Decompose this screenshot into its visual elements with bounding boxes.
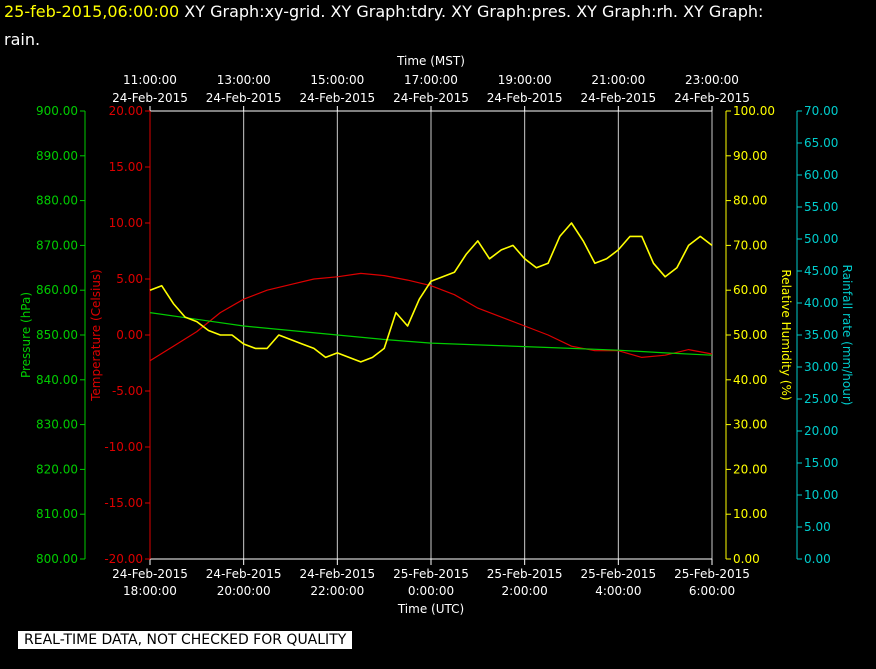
plot-series xyxy=(149,222,713,363)
mst-axis-label: Time (MST) xyxy=(396,54,465,68)
temperature-axis-tick-label: 15.00 xyxy=(109,160,143,174)
temperature-axis-tick-label: -5.00 xyxy=(112,384,143,398)
pressure-axis-tick-label: 840.00 xyxy=(36,373,78,387)
axis-labels: 24-Feb-2015 18:00:00 24-Feb-2015 20:00:00 24… xyxy=(19,54,854,616)
quality-disclaimer: REAL-TIME DATA, NOT CHECKED FOR QUALITY xyxy=(18,631,353,649)
chart-title-line2: rain. xyxy=(4,30,41,49)
pressure-axis-tick-label: 900.00 xyxy=(36,104,78,118)
humidity-axis-tick-label: 80.00 xyxy=(733,194,767,208)
temperature-axis-tick-label: -15.00 xyxy=(104,496,143,510)
utc-tick-date: 24-Feb-2015 xyxy=(299,567,375,581)
utc-tick-time: 20:00:00 xyxy=(217,584,271,598)
title-timestamp: 25-feb-2015,06:00:00 xyxy=(4,2,180,21)
mst-tick-date: 24-Feb-2015 xyxy=(580,91,656,105)
utc-tick-date: 25-Feb-2015 xyxy=(487,567,563,581)
mst-tick-time: 17:00:00 xyxy=(404,73,458,87)
humidity-axis-tick-label: 90.00 xyxy=(733,149,767,163)
rain-axis-tick-label: 5.00 xyxy=(804,520,831,534)
temperature-axis-tick-label: 10.00 xyxy=(109,216,143,230)
humidity-axis-tick-label: 0.00 xyxy=(733,552,760,566)
humidity-axis-tick-label: 70.00 xyxy=(733,238,767,252)
pressure-axis-tick-label: 860.00 xyxy=(36,283,78,297)
rain-axis-tick-label: 50.00 xyxy=(804,232,838,246)
mst-tick-time: 15:00:00 xyxy=(310,73,364,87)
humidity-axis-tick-label: 60.00 xyxy=(733,283,767,297)
mst-tick-time: 19:00:00 xyxy=(498,73,552,87)
rain-axis-tick-label: 35.00 xyxy=(804,328,838,342)
humidity-line xyxy=(149,222,713,363)
vertical-grid xyxy=(149,111,713,559)
rain-axis-tick-label: 40.00 xyxy=(804,296,838,310)
rain-axis-tick-label: 0.00 xyxy=(804,552,831,566)
pressure-axis-title: Pressure (hPa) xyxy=(19,292,33,378)
temperature-axis-tick-label: 0.00 xyxy=(116,328,143,342)
rain-axis-tick-label: 10.00 xyxy=(804,488,838,502)
rain-axis-tick-label: 60.00 xyxy=(804,168,838,182)
mst-tick-date: 24-Feb-2015 xyxy=(299,91,375,105)
mst-tick-date: 24-Feb-2015 xyxy=(393,91,469,105)
rain-axis-tick-label: 70.00 xyxy=(804,104,838,118)
axes xyxy=(80,106,802,565)
chart-title-line1: 25-feb-2015,06:00:00 XY Graph:xy-grid. X… xyxy=(4,2,763,21)
rain-axis-tick-label: 20.00 xyxy=(804,424,838,438)
temperature-axis-tick-label: 20.00 xyxy=(109,104,143,118)
utc-tick-time: 6:00:00 xyxy=(689,584,735,598)
mst-tick-time: 11:00:00 xyxy=(123,73,177,87)
mst-tick-time: 13:00:00 xyxy=(217,73,271,87)
pressure-axis-tick-label: 880.00 xyxy=(36,194,78,208)
pressure-axis-tick-label: 890.00 xyxy=(36,149,78,163)
rain-axis-tick-label: 15.00 xyxy=(804,456,838,470)
rain-axis-tick-label: 30.00 xyxy=(804,360,838,374)
utc-tick-time: 0:00:00 xyxy=(408,584,454,598)
rain-axis-title: Rainfall rate (mm/hour) xyxy=(840,265,854,406)
rain-axis-tick-label: 65.00 xyxy=(804,136,838,150)
utc-tick-time: 18:00:00 xyxy=(123,584,177,598)
temperature-axis-tick-label: 5.00 xyxy=(116,272,143,286)
utc-tick-time: 22:00:00 xyxy=(310,584,364,598)
pressure-axis-tick-label: 870.00 xyxy=(36,238,78,252)
title-graph-list: XY Graph:xy-grid. XY Graph:tdry. XY Grap… xyxy=(179,2,764,21)
utc-tick-date: 24-Feb-2015 xyxy=(206,567,282,581)
humidity-axis-tick-label: 10.00 xyxy=(733,507,767,521)
mst-tick-date: 24-Feb-2015 xyxy=(487,91,563,105)
rain-axis-tick-label: 55.00 xyxy=(804,200,838,214)
rain-axis-tick-label: 45.00 xyxy=(804,264,838,278)
temperature-axis-title: Temperature (Celsius) xyxy=(89,269,103,402)
utc-tick-time: 2:00:00 xyxy=(502,584,548,598)
pressure-line xyxy=(149,312,713,356)
mst-tick-date: 24-Feb-2015 xyxy=(674,91,750,105)
temperature-axis-tick-label: -10.00 xyxy=(104,440,143,454)
humidity-axis-tick-label: 100.00 xyxy=(733,104,775,118)
mst-tick-time: 23:00:00 xyxy=(685,73,739,87)
humidity-axis-tick-label: 20.00 xyxy=(733,462,767,476)
utc-axis-label: Time (UTC) xyxy=(397,602,464,616)
pressure-axis-tick-label: 820.00 xyxy=(36,462,78,476)
temperature-axis-tick-label: -20.00 xyxy=(104,552,143,566)
pressure-axis-tick-label: 850.00 xyxy=(36,328,78,342)
humidity-axis-tick-label: 40.00 xyxy=(733,373,767,387)
mst-tick-time: 21:00:00 xyxy=(591,73,645,87)
mst-tick-date: 24-Feb-2015 xyxy=(206,91,282,105)
humidity-axis-tick-label: 30.00 xyxy=(733,418,767,432)
rain-axis-tick-label: 25.00 xyxy=(804,392,838,406)
humidity-axis-tick-label: 50.00 xyxy=(733,328,767,342)
pressure-axis-tick-label: 830.00 xyxy=(36,418,78,432)
humidity-axis-title: Relative Humidity (%) xyxy=(779,269,793,400)
utc-tick-date: 25-Feb-2015 xyxy=(674,567,750,581)
utc-tick-date: 25-Feb-2015 xyxy=(580,567,656,581)
utc-tick-date: 25-Feb-2015 xyxy=(393,567,469,581)
pressure-axis-tick-label: 810.00 xyxy=(36,507,78,521)
pressure-axis-tick-label: 800.00 xyxy=(36,552,78,566)
mst-tick-date: 24-Feb-2015 xyxy=(112,91,188,105)
utc-tick-date: 24-Feb-2015 xyxy=(112,567,188,581)
utc-tick-time: 4:00:00 xyxy=(595,584,641,598)
